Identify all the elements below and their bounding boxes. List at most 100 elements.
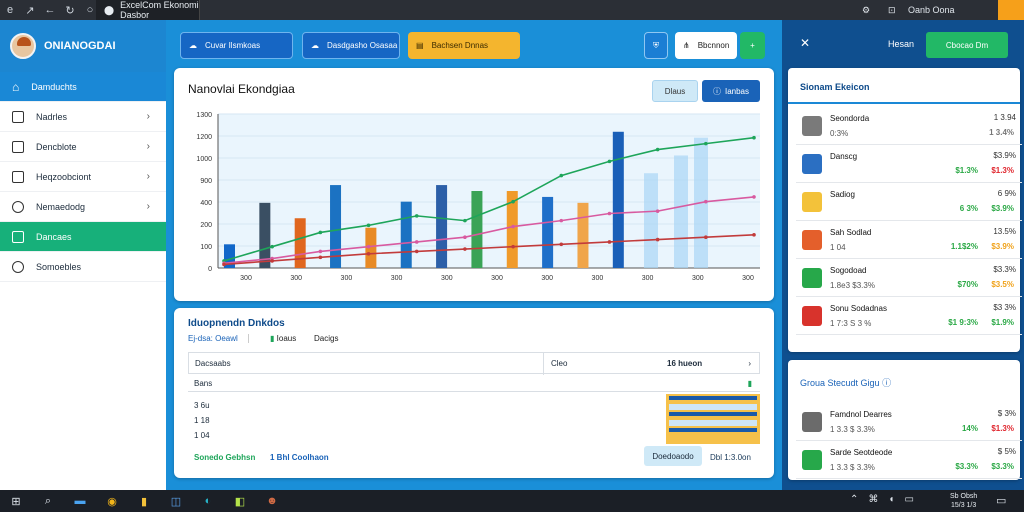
series-point (752, 195, 756, 199)
sidebar-item-home[interactable]: ⌂ Damduchts (0, 72, 166, 102)
battery-icon[interactable]: ▭ (904, 494, 924, 505)
item-sub: 1 7:3 S 3 % (830, 319, 872, 328)
table-row[interactable]: 1 04 (194, 431, 210, 440)
item-sub: 1 3.3 $ 3.3% (830, 463, 875, 472)
table-row[interactable]: 3 6u (194, 401, 210, 410)
close-icon[interactable]: ✕ (800, 36, 811, 50)
edge-icon[interactable]: ◐ (204, 495, 212, 507)
sort-icon[interactable]: ▮ (747, 379, 752, 388)
sidebar-item-3[interactable]: Heqzoobciont › (0, 162, 166, 192)
sidebar-header: ONIANOGDAI (0, 20, 166, 72)
bar (330, 185, 342, 268)
x-tick-label: 300 (441, 275, 453, 282)
item-sub: 1 3.3 $ 3.3% (830, 425, 875, 434)
item-name: Sadiog (830, 190, 855, 199)
avatar-icon[interactable]: ☻ (266, 495, 278, 507)
list-item[interactable]: Danscg $3.9% $1.3% $1.3% (796, 146, 1022, 183)
chevron-right-icon[interactable]: › (748, 358, 751, 368)
right-tab[interactable]: ⚙ ⊡ Oanb Oona (862, 0, 955, 20)
notification-icon[interactable]: ▭ (996, 495, 1007, 507)
list-item[interactable]: Sah Sodlad 1 04 13.5% $3.9% 1.1$2% (796, 222, 1022, 259)
chart-button-a[interactable]: Dlaus (652, 80, 698, 102)
list-item[interactable]: Sonu Sodadnas 1 7:3 S 3 % $3 3% $1.9% $1 9:3… (796, 298, 1022, 335)
item-change: $3.9% (991, 242, 1014, 251)
series-point (463, 235, 467, 239)
tab-0[interactable]: Ej-dsa: Oeawl (188, 334, 249, 343)
shield-button[interactable]: ⛨ (644, 32, 668, 59)
app-icon[interactable]: ◧ (234, 495, 246, 508)
add-button[interactable]: + (740, 32, 765, 59)
bar (542, 196, 554, 268)
bar-shadow (644, 173, 658, 268)
back-arrow-icon[interactable]: ← (44, 4, 56, 16)
windows-icon[interactable]: ⊞ (11, 495, 21, 508)
footer-left[interactable]: Sonedo Gebhsn (194, 453, 256, 462)
table-subhead: Bans (194, 379, 213, 388)
series-point (414, 214, 419, 218)
taskbar: ⊞ ⌕ ▬ ◉ ▮ ◫ ◐ ◧ ☻ ⌃⌘◖▭ Sb Obsh 15/3 1/3 … (0, 490, 1024, 512)
files-icon[interactable]: ▮ (140, 495, 148, 508)
series-point (318, 255, 323, 260)
tab-1[interactable]: ▮ Ioaus (270, 334, 296, 343)
sidebar-item-1[interactable]: Nadrles › (0, 102, 166, 132)
chart-card: Nanovlai Ekondgiaa Dlaus ⓘ Ianbas 1300 12… (174, 68, 774, 301)
footer-button[interactable]: Doedoaodo (644, 446, 702, 466)
item-change: $3.5% (991, 280, 1014, 289)
toolbar-label: Dasdgasho Osasaa (327, 41, 398, 50)
search-icon[interactable]: ⌕ (44, 494, 52, 507)
chrome-icon[interactable]: ◉ (107, 495, 117, 508)
sidebar-item-6[interactable]: Somoebles (0, 252, 166, 282)
sidebar-item-5[interactable]: Dancaes (0, 222, 166, 252)
square-icon (12, 140, 24, 153)
circle-icon[interactable]: ○ (86, 4, 94, 16)
network-icon[interactable]: ⌘ (868, 494, 889, 505)
chart-button-b[interactable]: ⓘ Ianbas (702, 80, 760, 102)
square-icon (12, 110, 24, 123)
info-icon[interactable]: ⓘ (882, 378, 892, 388)
bar-stack (666, 394, 760, 444)
sidebar-item-2[interactable]: Dencblote › (0, 132, 166, 162)
series-point (318, 249, 323, 254)
sidebar-item-4[interactable]: Nemaedodg › (0, 192, 166, 222)
edge-icon[interactable]: e (6, 4, 14, 16)
list-item[interactable]: Famdnol Dearres 1 3.3 $ 3.3% $ 3% $1.3% 14% (796, 404, 1022, 441)
footer-mid[interactable]: 1 Bhl Coolhaon (270, 453, 329, 462)
tray-date: 15/3 1/3 (950, 502, 977, 509)
browser-tab[interactable]: ⬤ ExcelCom Ekonomi Dasbor (96, 0, 200, 20)
table-row[interactable]: 1 18 (194, 416, 210, 425)
check-icon: ▮ (270, 334, 275, 343)
item-value: $3.3% (993, 265, 1016, 274)
tab-2[interactable]: Dacigs (314, 334, 338, 343)
x-tick-label: 300 (290, 275, 302, 282)
list-item[interactable]: Sadiog 6 9% $3.9% 6 3% (796, 184, 1022, 221)
toolbar-button-2[interactable]: ☁ Dasdgasho Osasaa (302, 32, 400, 59)
x-tick-label: 300 (240, 275, 252, 282)
folder-icon[interactable]: ▬ (74, 495, 86, 507)
accent-button[interactable] (998, 0, 1024, 20)
settings-icon[interactable]: ⚙ (862, 4, 871, 15)
series-point (704, 235, 708, 239)
toolbar-right-button[interactable]: ⋔ Bbcnnon (675, 32, 737, 59)
list-item[interactable]: Seondorda 0:3% 1 3.94 1 3.4% (796, 108, 1022, 145)
series-point (752, 233, 756, 237)
cursor-icon[interactable]: ↗ (25, 4, 35, 17)
list-item[interactable]: Sarde Seotdeode 1 3.3 $ 3.3% $ 5% $3.3% $3.3… (796, 442, 1022, 479)
toolbar-label: Bbcnnon (697, 41, 730, 50)
refresh-icon[interactable]: ↻ (65, 4, 75, 17)
lock-icon: ⊡ (888, 4, 896, 15)
series-point (559, 218, 564, 223)
chevron-right-icon: › (146, 171, 150, 182)
toolbar-button-3[interactable]: ▤ Bachsen Dnnas (408, 32, 520, 59)
series-point (270, 259, 274, 263)
chevron-up-icon[interactable]: ⌃ (850, 494, 869, 505)
avatar[interactable] (10, 33, 36, 59)
store-icon[interactable]: ◫ (170, 495, 182, 508)
volume-icon[interactable]: ◖ (888, 494, 905, 505)
toolbar-button-1[interactable]: ☁ Cuvar Ilsmkoas (180, 32, 293, 59)
tray-clock[interactable]: Sb Obsh 15/3 1/3 (950, 492, 977, 510)
item-value: $3 3% (993, 303, 1016, 312)
list-item[interactable]: Sogodoad 1.8e3 $3.3% $3.3% $3.5% $70% (796, 260, 1022, 297)
series-point (511, 224, 515, 229)
right-header-button[interactable]: Cbocao Dm (926, 32, 1008, 58)
